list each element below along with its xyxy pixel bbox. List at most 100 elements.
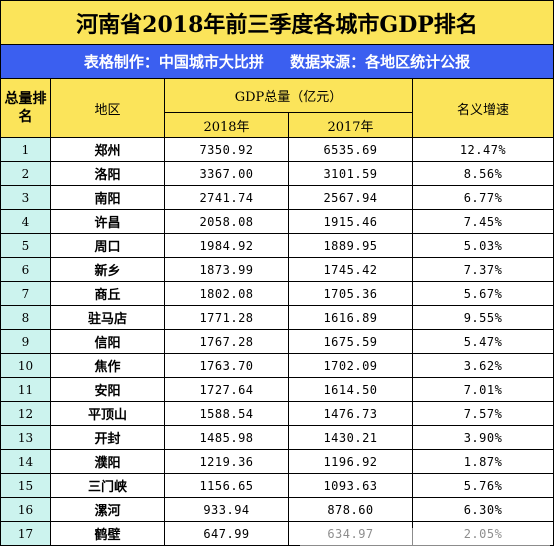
table-maker-credit: 表格制作：中国城市大比拼 [83, 53, 264, 71]
city-cell: 漯河 [50, 497, 165, 522]
rank-cell: 7 [0, 281, 51, 306]
growth-cell: 7.57% [412, 401, 554, 426]
gdp-2017-cell: 1430.21 [288, 425, 413, 450]
rank-cell: 2 [0, 161, 51, 186]
gdp-2018-cell: 2058.08 [164, 209, 289, 234]
gdp-2017-cell: 1093.63 [288, 473, 413, 498]
growth-cell: 1.87% [412, 449, 554, 474]
gdp-2017-cell: 1705.36 [288, 281, 413, 306]
table-row: 1 郑州 7350.92 6535.69 12.47% [0, 137, 554, 162]
rank-cell: 17 [0, 521, 51, 546]
rank-cell: 11 [0, 377, 51, 402]
table-row: 8 驻马店 1771.28 1616.89 9.55% [0, 305, 554, 330]
growth-cell: 5.47% [412, 329, 554, 354]
rank-cell: 5 [0, 233, 51, 258]
city-cell: 鹤壁 [50, 521, 165, 546]
table-row: 16 漯河 933.94 878.60 6.30% [0, 497, 554, 522]
city-cell: 商丘 [50, 281, 165, 306]
city-cell: 许昌 [50, 209, 165, 234]
gdp-2018-cell: 647.99 [164, 521, 289, 546]
header-gdp-total: GDP总量（亿元） [164, 78, 413, 113]
rank-cell: 16 [0, 497, 51, 522]
rank-cell: 9 [0, 329, 51, 354]
growth-cell: 12.47% [412, 137, 554, 162]
city-cell: 信阳 [50, 329, 165, 354]
gdp-2018-cell: 1156.65 [164, 473, 289, 498]
gdp-2017-cell: 1702.09 [288, 353, 413, 378]
rank-cell: 15 [0, 473, 51, 498]
growth-cell: 5.67% [412, 281, 554, 306]
table-row: 13 开封 1485.98 1430.21 3.90% [0, 425, 554, 450]
growth-cell: 9.55% [412, 305, 554, 330]
growth-cell: 6.30% [412, 497, 554, 522]
table-row: 9 信阳 1767.28 1675.59 5.47% [0, 329, 554, 354]
table-row: 3 南阳 2741.74 2567.94 6.77% [0, 185, 554, 210]
growth-cell: 6.77% [412, 185, 554, 210]
rank-cell: 14 [0, 449, 51, 474]
gdp-2017-cell: 1915.46 [288, 209, 413, 234]
table-row: 6 新乡 1873.99 1745.42 7.37% [0, 257, 554, 282]
growth-cell: 3.90% [412, 425, 554, 450]
table-row: 12 平顶山 1588.54 1476.73 7.57% [0, 401, 554, 426]
gdp-2018-cell: 1984.92 [164, 233, 289, 258]
growth-cell: 5.03% [412, 233, 554, 258]
gdp-2018-cell: 1485.98 [164, 425, 289, 450]
rank-cell: 13 [0, 425, 51, 450]
table-row: 7 商丘 1802.08 1705.36 5.67% [0, 281, 554, 306]
gdp-2017-cell: 1675.59 [288, 329, 413, 354]
header-year-2018: 2018年 [164, 112, 289, 138]
growth-cell: 8.56% [412, 161, 554, 186]
city-cell: 南阳 [50, 185, 165, 210]
gdp-2018-cell: 933.94 [164, 497, 289, 522]
rank-cell: 10 [0, 353, 51, 378]
growth-cell: 5.76% [412, 473, 554, 498]
rank-cell: 8 [0, 305, 51, 330]
city-cell: 三门峡 [50, 473, 165, 498]
rank-cell: 6 [0, 257, 51, 282]
table-title: 河南省2018年前三季度各城市GDP排名 [0, 0, 554, 45]
gdp-2017-cell: 2567.94 [288, 185, 413, 210]
gdp-2018-cell: 3367.00 [164, 161, 289, 186]
header-rank: 总量排名 [0, 78, 51, 138]
table-row: 5 周口 1984.92 1889.95 5.03% [0, 233, 554, 258]
table-row: 10 焦作 1763.70 1702.09 3.62% [0, 353, 554, 378]
city-cell: 新乡 [50, 257, 165, 282]
gdp-2018-cell: 1727.64 [164, 377, 289, 402]
watermark-overlay [300, 528, 550, 554]
gdp-2017-cell: 1614.50 [288, 377, 413, 402]
gdp-2018-cell: 1219.36 [164, 449, 289, 474]
city-cell: 周口 [50, 233, 165, 258]
table-row: 4 许昌 2058.08 1915.46 7.45% [0, 209, 554, 234]
gdp-2018-cell: 1763.70 [164, 353, 289, 378]
table-row: 2 洛阳 3367.00 3101.59 8.56% [0, 161, 554, 186]
header-growth: 名义增速 [412, 78, 554, 138]
growth-cell: 7.01% [412, 377, 554, 402]
table-row: 14 濮阳 1219.36 1196.92 1.87% [0, 449, 554, 474]
table-row: 11 安阳 1727.64 1614.50 7.01% [0, 377, 554, 402]
growth-cell: 3.62% [412, 353, 554, 378]
rank-cell: 12 [0, 401, 51, 426]
rank-cell: 3 [0, 185, 51, 210]
table-subtitle: 表格制作：中国城市大比拼 数据来源：各地区统计公报 [0, 44, 554, 79]
gdp-2018-cell: 2741.74 [164, 185, 289, 210]
gdp-2017-cell: 1889.95 [288, 233, 413, 258]
gdp-2018-cell: 1588.54 [164, 401, 289, 426]
gdp-2017-cell: 1745.42 [288, 257, 413, 282]
city-cell: 安阳 [50, 377, 165, 402]
gdp-2018-cell: 1771.28 [164, 305, 289, 330]
gdp-2018-cell: 1873.99 [164, 257, 289, 282]
gdp-2017-cell: 878.60 [288, 497, 413, 522]
city-cell: 濮阳 [50, 449, 165, 474]
data-source-credit: 数据来源：各地区统计公报 [290, 53, 471, 71]
city-cell: 平顶山 [50, 401, 165, 426]
city-cell: 郑州 [50, 137, 165, 162]
gdp-2018-cell: 7350.92 [164, 137, 289, 162]
gdp-2017-cell: 1616.89 [288, 305, 413, 330]
city-cell: 驻马店 [50, 305, 165, 330]
gdp-2017-cell: 1476.73 [288, 401, 413, 426]
growth-cell: 7.37% [412, 257, 554, 282]
growth-cell: 7.45% [412, 209, 554, 234]
gdp-2017-cell: 6535.69 [288, 137, 413, 162]
